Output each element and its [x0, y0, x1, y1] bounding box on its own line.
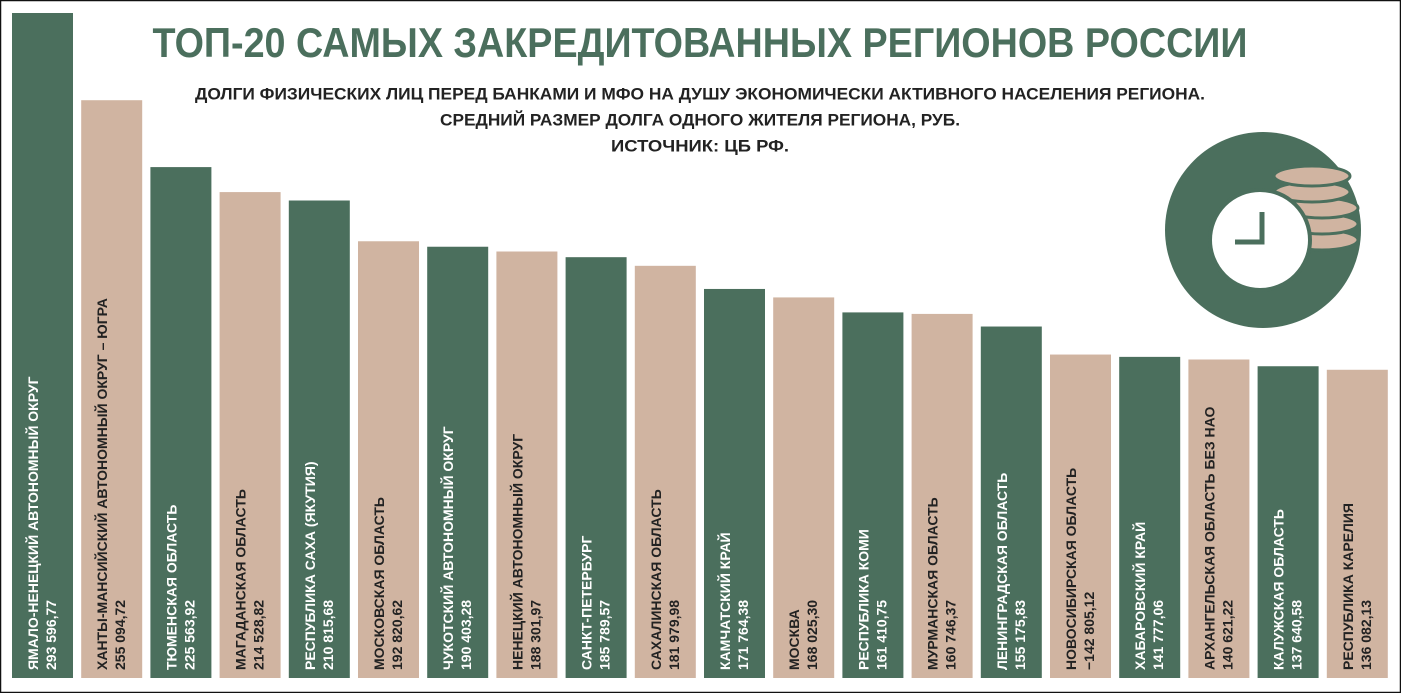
value-label: 181 979,98 — [666, 600, 682, 670]
value-label: 190 403,28 — [458, 600, 474, 670]
category-label: РЕСПУБЛИКА КОМИ — [855, 529, 871, 670]
value-label: 160 746,37 — [943, 600, 959, 670]
value-label: 293 596,77 — [43, 600, 59, 670]
value-label: 140 621,22 — [1219, 600, 1235, 670]
category-label: АРХАНГЕЛЬСКАЯ ОБЛАСТЬ БЕЗ НАО — [1201, 406, 1217, 670]
category-label: ТЮМЕНСКАЯ ОБЛАСТЬ — [163, 505, 179, 670]
bar — [773, 297, 835, 678]
bar — [496, 251, 558, 679]
category-label: МОСКОВСКАЯ ОБЛАСТЬ — [371, 497, 387, 670]
subtitle: СРЕДНИЙ РАЗМЕР ДОЛГА ОДНОГО ЖИТЕЛЯ РЕГИО… — [440, 110, 960, 129]
bar — [911, 313, 973, 678]
bar — [81, 100, 143, 678]
category-label: САХАЛИНСКАЯ ОБЛАСТЬ — [648, 489, 664, 670]
bar — [1188, 359, 1250, 678]
category-label: НОВОСИБИРСКАЯ ОБЛАСТЬ — [1063, 468, 1079, 670]
category-label: РЕСПУБЛИКА КАРЕЛИЯ — [1340, 503, 1356, 670]
value-label: 155 175,83 — [1012, 600, 1028, 670]
bar — [634, 265, 696, 678]
bar — [1326, 369, 1388, 678]
category-label: ЯМАЛО-НЕНЕЦКИЙ АВТОНОМНЫЙ ОКРУГ — [24, 376, 41, 670]
category-label: ЧУКОТСКИЙ АВТОНОМНЫЙ ОКРУГ — [439, 426, 456, 670]
bar — [980, 326, 1042, 678]
value-label: 210 815,68 — [320, 600, 336, 670]
value-label: 192 820,62 — [389, 600, 405, 670]
subtitle: ДОЛГИ ФИЗИЧЕСКИХ ЛИЦ ПЕРЕД БАНКАМИ И МФО… — [195, 84, 1205, 103]
category-label: МОСКВА — [786, 609, 802, 670]
bar — [565, 257, 627, 678]
icon — [1165, 132, 1361, 328]
bar — [12, 13, 73, 678]
value-label: 168 025,30 — [804, 600, 820, 670]
bar — [842, 312, 904, 678]
category-label: МУРМАНСКАЯ ОБЛАСТЬ — [925, 497, 941, 670]
value-label: −142 805,12 — [1081, 592, 1097, 670]
category-label: ЛЕНИНГРАДСКАЯ ОБЛАСТЬ — [994, 473, 1010, 670]
bar — [358, 241, 419, 678]
bar — [1119, 356, 1181, 678]
category-label: КАМЧАТСКИЙ КРАЙ — [716, 532, 733, 670]
value-label: 255 094,72 — [112, 600, 128, 670]
value-label: 188 301,97 — [527, 600, 543, 670]
value-label: 141 777,06 — [1150, 600, 1166, 670]
category-label: САНКТ-ПЕТЕРБУРГ — [579, 536, 595, 670]
category-label: РЕСПУБЛИКА САХА (ЯКУТИЯ) — [302, 461, 318, 670]
value-label: 225 563,92 — [181, 600, 197, 670]
value-label: 185 789,57 — [597, 600, 613, 670]
value-label: 136 082,13 — [1358, 600, 1374, 670]
value-label: 161 410,75 — [873, 600, 889, 670]
category-label: КАЛУЖСКАЯ ОБЛАСТЬ — [1271, 509, 1287, 670]
category-label: НЕНЕЦКИЙ АВТОНОМНЫЙ ОКРУГ — [508, 434, 525, 670]
value-label: 171 764,38 — [735, 600, 751, 670]
value-label: 214 528,82 — [251, 600, 267, 670]
category-label: ХАБАРОВСКИЙ КРАЙ — [1131, 522, 1148, 670]
subtitle: ИСТОЧНИК: ЦБ РФ. — [611, 136, 789, 155]
bar — [704, 288, 765, 678]
bar — [1257, 366, 1319, 678]
bar — [288, 200, 350, 678]
bar — [427, 246, 489, 678]
bar — [150, 167, 212, 679]
chart-title: ТОП-20 САМЫХ ЗАКРЕДИТОВАННЫХ РЕГИОНОВ РО… — [153, 19, 1248, 66]
bar — [219, 192, 281, 679]
bar — [1050, 354, 1111, 678]
category-label: ХАНТЫ-МАНСИЙСКИЙ АВТОНОМНЫЙ ОКРУГ – ЮГРА — [93, 298, 110, 670]
category-label: МАГАДАНСКАЯ ОБЛАСТЬ — [233, 489, 249, 670]
value-label: 137 640,58 — [1289, 600, 1305, 670]
